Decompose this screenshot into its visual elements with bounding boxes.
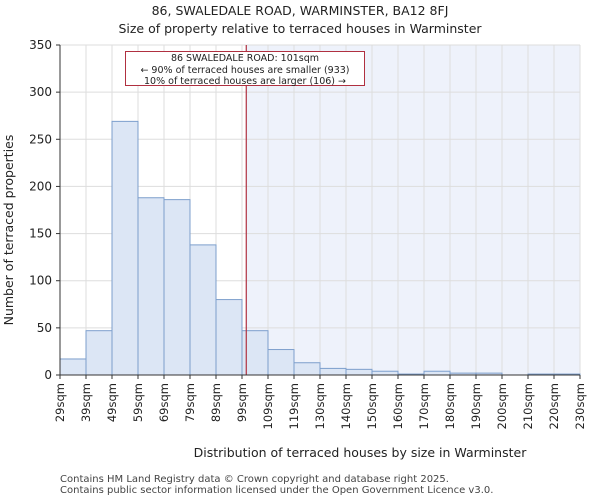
histogram-bar — [59, 358, 87, 376]
x-tick-label: 230sqm — [573, 383, 587, 429]
y-tick-label: 300 — [29, 85, 52, 99]
x-tick-label: 119sqm — [287, 383, 301, 429]
x-tick-label: 49sqm — [105, 383, 119, 422]
x-tick-label: 29sqm — [53, 383, 67, 422]
y-axis-label: Number of terraced properties — [1, 135, 16, 326]
histogram-bar — [137, 197, 165, 376]
histogram-bar — [267, 349, 295, 376]
x-tick-label: 220sqm — [547, 383, 561, 429]
annotation-line-1: 86 SWALEDALE ROAD: 101sqm — [170, 53, 320, 64]
x-tick-label: 170sqm — [417, 383, 431, 429]
y-tick-label: 150 — [29, 227, 52, 241]
x-tick-label: 140sqm — [339, 383, 353, 429]
y-tick-label: 50 — [37, 321, 52, 335]
marker-annotation-box: 86 SWALEDALE ROAD: 101sqm ← 90% of terra… — [125, 51, 365, 87]
x-tick-label: 99sqm — [235, 383, 249, 422]
histogram-bar — [215, 299, 243, 376]
footer-copyright: Contains HM Land Registry data © Crown c… — [60, 474, 449, 485]
larger-region-shade — [246, 45, 580, 375]
x-tick-label: 69sqm — [157, 383, 171, 422]
x-tick-label: 150sqm — [365, 383, 379, 429]
annotation-line-3: 10% of terraced houses are larger (106) … — [144, 76, 346, 87]
histogram-bar — [163, 199, 191, 376]
histogram-bar — [423, 370, 451, 376]
annotation-line-2: ← 90% of terraced houses are smaller (93… — [140, 64, 350, 76]
y-tick-label: 100 — [29, 274, 52, 288]
x-axis-label: Distribution of terraced houses by size … — [194, 445, 528, 460]
x-tick-label: 180sqm — [443, 383, 457, 429]
histogram-bar — [111, 120, 139, 376]
histogram-bar — [319, 367, 347, 376]
x-tick-label: 109sqm — [261, 383, 275, 429]
footer-licence: Contains public sector information licen… — [60, 485, 494, 496]
histogram-bar — [85, 330, 113, 376]
chart-title: 86, SWALEDALE ROAD, WARMINSTER, BA12 8FJ — [151, 3, 449, 18]
histogram-bar — [293, 362, 321, 376]
x-tick-label: 200sqm — [495, 383, 509, 429]
x-tick-label: 130sqm — [313, 383, 327, 429]
histogram-bar — [345, 368, 373, 376]
y-tick-label: 0 — [44, 368, 52, 382]
chart-subtitle: Size of property relative to terraced ho… — [118, 21, 482, 36]
y-tick-label: 200 — [29, 179, 52, 193]
x-tick-label: 190sqm — [469, 383, 483, 429]
x-tick-label: 39sqm — [79, 383, 93, 422]
y-tick-label: 250 — [29, 132, 52, 146]
x-tick-label: 160sqm — [391, 383, 405, 429]
x-tick-label: 89sqm — [209, 383, 223, 422]
x-tick-label: 59sqm — [131, 383, 145, 422]
x-tick-label: 79sqm — [183, 383, 197, 422]
histogram-bar — [371, 370, 399, 376]
histogram-bar — [189, 244, 217, 376]
y-tick-label: 350 — [29, 38, 52, 52]
x-tick-label: 210sqm — [521, 383, 535, 429]
